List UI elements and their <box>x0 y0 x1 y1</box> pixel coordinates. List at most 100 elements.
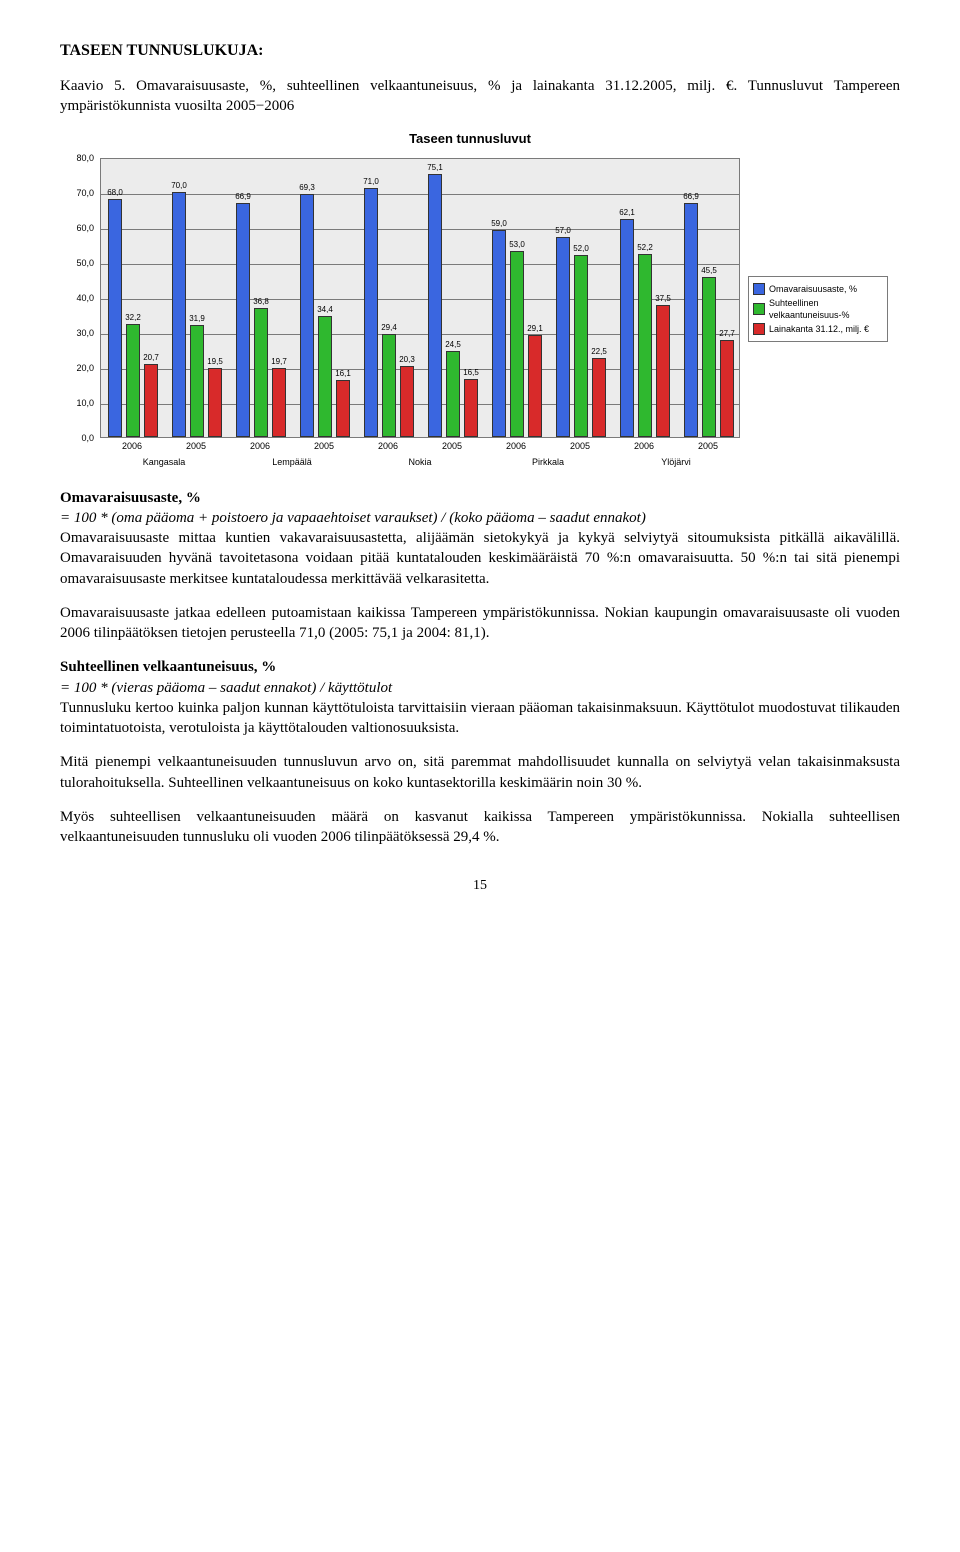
bar-value-label: 75,1 <box>420 164 450 172</box>
y-tick-label: 30,0 <box>60 327 94 339</box>
chart-bar <box>400 366 414 437</box>
bar-value-label: 16,5 <box>456 369 486 377</box>
x-year-label: 2006 <box>112 440 152 452</box>
y-tick-label: 20,0 <box>60 362 94 374</box>
chart-bar <box>190 325 204 437</box>
chart-bar <box>126 324 140 437</box>
chart-bar <box>528 335 542 437</box>
chart-bar <box>574 255 588 437</box>
bar-value-label: 62,1 <box>612 209 642 217</box>
section-formula: = 100 * (oma pääoma + poistoero ja vapaa… <box>60 508 900 528</box>
chart-bar <box>492 230 506 437</box>
chart-bar <box>300 194 314 437</box>
section-formula: = 100 * (vieras pääoma – saadut ennakot)… <box>60 678 900 698</box>
chart-bar <box>446 351 460 437</box>
y-tick-label: 50,0 <box>60 257 94 269</box>
bar-value-label: 68,0 <box>100 189 130 197</box>
y-tick-label: 40,0 <box>60 292 94 304</box>
bar-value-label: 31,9 <box>182 315 212 323</box>
bar-value-label: 19,5 <box>200 358 230 366</box>
page-number: 15 <box>60 877 900 896</box>
text-sections: Omavaraisuusaste, %= 100 * (oma pääoma +… <box>60 488 900 848</box>
bar-value-label: 27,7 <box>712 330 742 338</box>
x-year-label: 2006 <box>240 440 280 452</box>
y-tick-label: 0,0 <box>60 432 94 444</box>
bar-value-label: 70,0 <box>164 182 194 190</box>
bar-value-label: 24,5 <box>438 341 468 349</box>
bar-value-label: 19,7 <box>264 358 294 366</box>
bar-value-label: 22,5 <box>584 348 614 356</box>
bar-value-label: 29,1 <box>520 325 550 333</box>
chart-bar <box>702 277 716 436</box>
y-tick-label: 60,0 <box>60 222 94 234</box>
chart-bar <box>638 254 652 437</box>
bar-value-label: 20,7 <box>136 354 166 362</box>
bar-value-label: 71,0 <box>356 178 386 186</box>
body-paragraph: Myös suhteellisen velkaantuneisuuden mää… <box>60 807 900 848</box>
x-year-label: 2006 <box>368 440 408 452</box>
bar-value-label: 66,9 <box>228 193 258 201</box>
chart-bar <box>144 364 158 436</box>
page-title: TASEEN TUNNUSLUKUJA: <box>60 40 900 62</box>
legend-item: Suhteellinen velkaantuneisuus-% <box>753 297 883 321</box>
legend-swatch-icon <box>753 283 765 295</box>
chart-bar <box>656 305 670 436</box>
x-year-label: 2005 <box>688 440 728 452</box>
chart-bar <box>336 380 350 436</box>
chart-bar <box>364 188 378 437</box>
body-paragraph: Omavaraisuusaste jatkaa edelleen putoami… <box>60 603 900 644</box>
chart-bar <box>592 358 606 437</box>
x-municipality-label: Pirkkala <box>498 456 598 468</box>
x-municipality-label: Kangasala <box>114 456 214 468</box>
x-year-label: 2005 <box>560 440 600 452</box>
bar-value-label: 66,9 <box>676 193 706 201</box>
legend-item: Lainakanta 31.12., milj. € <box>753 323 883 335</box>
legend-item: Omavaraisuusaste, % <box>753 283 883 295</box>
chart-bar <box>428 174 442 437</box>
bar-value-label: 29,4 <box>374 324 404 332</box>
x-municipality-label: Lempäälä <box>242 456 342 468</box>
legend-swatch-icon <box>753 303 765 315</box>
section-title: Omavaraisuusaste, % <box>60 488 900 508</box>
chart-legend: Omavaraisuusaste, % Suhteellinen velkaan… <box>748 276 888 343</box>
bar-value-label: 53,0 <box>502 241 532 249</box>
y-tick-label: 70,0 <box>60 187 94 199</box>
chart-title: Taseen tunnusluvut <box>60 130 880 148</box>
chart-bar <box>510 251 524 437</box>
body-paragraph: Omavaraisuusaste mittaa kuntien vakavara… <box>60 528 900 589</box>
chart-bar <box>464 379 478 437</box>
x-municipality-label: Ylöjärvi <box>626 456 726 468</box>
x-year-label: 2006 <box>496 440 536 452</box>
y-tick-label: 80,0 <box>60 152 94 164</box>
body-paragraph: Tunnusluku kertoo kuinka paljon kunnan k… <box>60 698 900 739</box>
bar-value-label: 45,5 <box>694 267 724 275</box>
chart-bar <box>684 203 698 437</box>
legend-label: Omavaraisuusaste, % <box>769 283 857 295</box>
bar-value-label: 32,2 <box>118 314 148 322</box>
bar-value-label: 57,0 <box>548 227 578 235</box>
chart-bar <box>556 237 570 437</box>
section-title: Suhteellinen velkaantuneisuus, % <box>60 657 900 677</box>
bar-value-label: 37,5 <box>648 295 678 303</box>
legend-label: Suhteellinen velkaantuneisuus-% <box>769 297 883 321</box>
x-year-label: 2006 <box>624 440 664 452</box>
bar-value-label: 52,0 <box>566 245 596 253</box>
x-year-label: 2005 <box>304 440 344 452</box>
bar-value-label: 34,4 <box>310 306 340 314</box>
chart-bar <box>382 334 396 437</box>
x-year-label: 2005 <box>176 440 216 452</box>
legend-swatch-icon <box>753 323 765 335</box>
chart-bar <box>236 203 250 437</box>
chart-bar <box>208 368 222 436</box>
y-tick-label: 10,0 <box>60 397 94 409</box>
legend-label: Lainakanta 31.12., milj. € <box>769 323 869 335</box>
chart-x-axis: 2006 2005 2006 2005 2006 2005 2006 2005 2006 2005… <box>100 438 740 478</box>
bar-value-label: 16,1 <box>328 370 358 378</box>
x-year-label: 2005 <box>432 440 472 452</box>
intro-text: Kaavio 5. Omavaraisuusaste, %, suhteelli… <box>60 76 900 117</box>
body-paragraph: Mitä pienempi velkaantuneisuuden tunnusl… <box>60 752 900 793</box>
chart-bar <box>254 308 268 437</box>
bar-value-label: 20,3 <box>392 356 422 364</box>
bar-value-label: 52,2 <box>630 244 660 252</box>
chart-bar <box>720 340 734 437</box>
